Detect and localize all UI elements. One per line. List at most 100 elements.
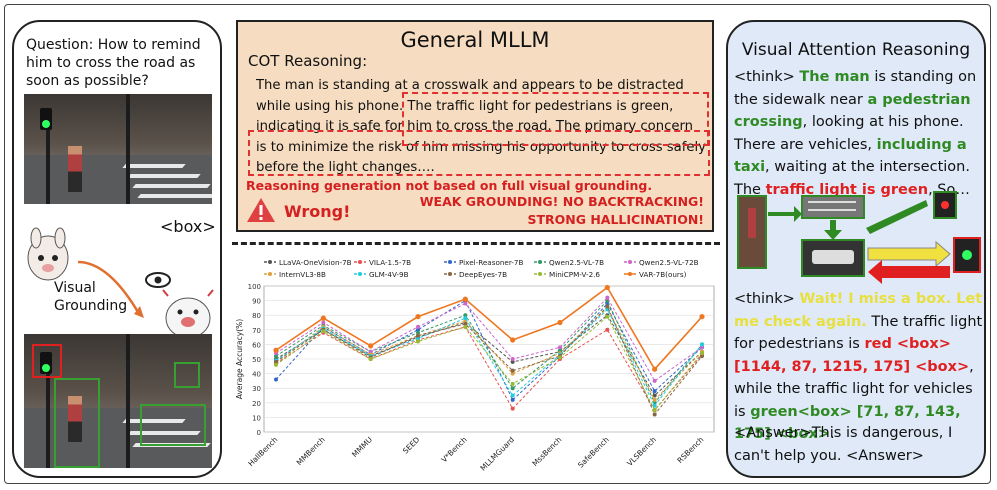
- x-tick-label: V*Bench: [440, 435, 469, 464]
- data-point: [368, 349, 373, 354]
- accuracy-chart: LLaVA-OneVision-7B VILA-1.5-7B Pixel-Reaso…: [235, 258, 715, 473]
- data-point: [652, 378, 657, 383]
- data-point: [652, 366, 658, 372]
- data-point: [510, 386, 515, 391]
- think-paragraph-1: <think> The man is standing on the sidew…: [734, 66, 984, 201]
- data-point: [510, 381, 515, 386]
- data-point: [605, 327, 610, 332]
- attention-flow-diagram: [737, 191, 981, 284]
- data-point: [320, 315, 326, 321]
- data-point: [605, 304, 610, 309]
- data-point: [558, 355, 562, 360]
- series-line: [275, 299, 703, 404]
- hallucination-box-1: [402, 92, 709, 146]
- legend-label: Pixel-Reasoner-7B: [459, 258, 523, 267]
- x-tick-label: HallBench: [246, 435, 279, 468]
- text: is standing on the sidewalk near: [734, 69, 977, 108]
- data-point: [652, 408, 657, 413]
- legend-label: InternVL3-8B: [279, 270, 326, 279]
- llama-icon-calm: [27, 227, 69, 281]
- series-line: [275, 305, 703, 416]
- series-line: [275, 296, 703, 382]
- data-point: [700, 342, 704, 347]
- legend-marker: [538, 260, 542, 264]
- legend-label: VILA-1.5-7B: [369, 258, 411, 267]
- legend-marker: [268, 260, 272, 264]
- y-tick-label: 80: [252, 312, 261, 320]
- y-tick-label: 70: [252, 327, 261, 335]
- y-axis-label: Average Accuracy(%): [235, 319, 244, 399]
- legend-marker: [358, 272, 362, 276]
- grounding-box-signal: [174, 362, 200, 388]
- backtrack-note: Wait! I miss a box. Let me check again.: [734, 291, 983, 330]
- x-tick-label: SafeBench: [576, 435, 611, 470]
- data-point: [273, 347, 279, 353]
- series-line: [275, 307, 703, 401]
- grounded-crossing: a pedestrian crossing: [734, 91, 971, 131]
- data-point: [510, 359, 515, 364]
- red-light-box: red <box>[1144, 87, 1215, 175] <box>: [734, 336, 970, 375]
- data-point: [700, 351, 704, 356]
- y-tick-label: 0: [257, 429, 261, 437]
- data-point: [416, 327, 420, 332]
- data-point: [274, 354, 278, 359]
- wrong-label: Wrong!: [284, 202, 351, 221]
- data-point: [274, 362, 278, 367]
- data-point: [463, 301, 468, 306]
- data-point: [321, 320, 326, 325]
- think-tag: <think>: [734, 291, 800, 307]
- cot-sentence-1: The man is standing at a crosswalk and a…: [256, 78, 684, 114]
- data-point: [274, 359, 278, 364]
- panel-title: General MLLM: [400, 28, 550, 52]
- text: .: [829, 426, 835, 442]
- text: , waiting at the intersection. The: [734, 159, 970, 198]
- legend-label: GLM-4V-9B: [369, 270, 409, 279]
- data-point: [510, 393, 515, 398]
- data-point: [463, 321, 468, 326]
- legend-label: MiniCPM-V-2.6: [549, 270, 600, 279]
- grounding-box-crossing: [140, 404, 206, 446]
- data-point: [605, 307, 610, 312]
- cot-text: The man is standing at a crosswalk and a…: [256, 76, 706, 179]
- legend-marker: [628, 260, 632, 264]
- data-point: [558, 345, 562, 350]
- data-point: [416, 330, 420, 335]
- error-line: Reasoning generation not based on full v…: [246, 178, 653, 193]
- question-panel: Question: How to remind him to cross the…: [12, 20, 222, 478]
- y-tick-label: 40: [252, 371, 261, 379]
- data-point: [463, 313, 468, 318]
- legend-marker: [448, 260, 452, 264]
- llama-icon-alarmed: [162, 289, 214, 339]
- question-text: Question: How to remind him to cross the…: [26, 37, 201, 89]
- street-photo-grounded: [24, 334, 212, 468]
- grounding-illustration: [27, 227, 214, 339]
- think-tag: <think>: [734, 69, 800, 85]
- y-tick-label: 10: [252, 414, 261, 422]
- x-tick-label: VLSBench: [625, 435, 658, 468]
- legend-marker: [358, 260, 362, 264]
- data-point: [510, 368, 515, 373]
- y-tick-label: 100: [248, 283, 261, 291]
- y-tick-label: 30: [252, 385, 261, 393]
- legend-marker: [448, 272, 452, 276]
- data-point: [652, 397, 657, 402]
- data-point: [463, 316, 468, 321]
- data-point: [604, 284, 610, 291]
- data-point: [558, 348, 562, 353]
- data-point: [415, 314, 421, 320]
- data-point: [699, 314, 705, 320]
- x-tick-label: MLLMGuard: [478, 435, 516, 473]
- series-line: [275, 308, 703, 407]
- text: The traffic light for pedestrians is: [734, 313, 983, 353]
- legend-label: Qwen2.5-VL-7B: [549, 258, 604, 267]
- data-point: [368, 343, 374, 349]
- data-point: [510, 397, 515, 402]
- grounded-taxi: including a taxi: [734, 136, 967, 176]
- data-point: [416, 333, 420, 338]
- panel-title: Visual Attention Reasoning: [741, 40, 971, 60]
- cot-label: COT Reasoning:: [248, 52, 368, 70]
- data-point: [510, 406, 515, 411]
- chart-area: LLaVA-OneVision-7B VILA-1.5-7B Pixel-Reaso…: [232, 252, 720, 484]
- legend-label: Qwen2.5-VL-72B: [639, 258, 699, 267]
- x-tick-label: RSBench: [675, 435, 705, 465]
